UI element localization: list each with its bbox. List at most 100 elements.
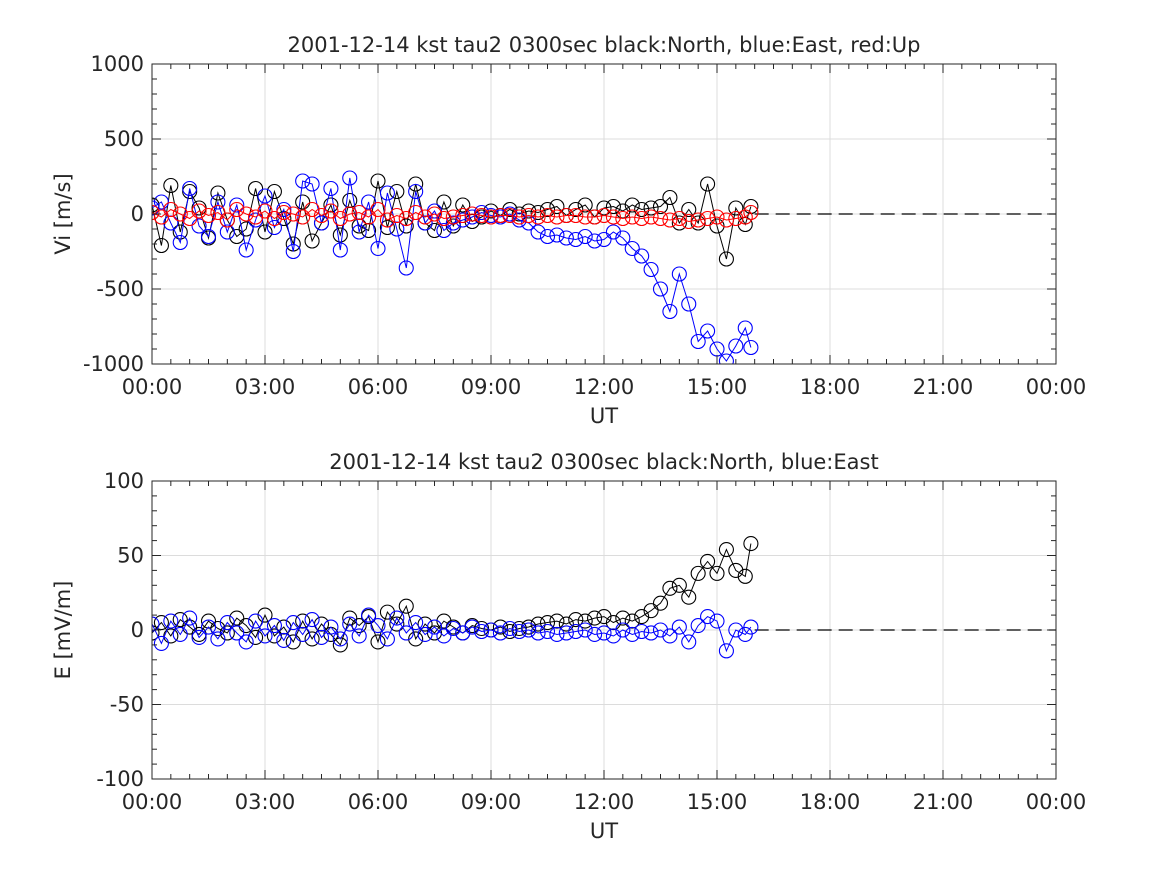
data-point-east [361,607,377,623]
data-point-east [153,635,169,651]
data-point-north [511,206,527,222]
data-point-east [511,212,527,228]
series-east [152,170,759,364]
data-point-north [605,614,621,631]
data-point-north [558,616,574,632]
data-point-up [426,206,443,222]
data-point-east [549,227,565,243]
x-axis-label: UT [590,404,618,428]
data-point-north [182,183,198,200]
data-point-up [587,209,603,225]
data-point-north [577,613,593,629]
data-point-east [229,197,245,213]
data-point-east [483,622,499,638]
x-tick-label: 00:00 [122,790,183,814]
data-point-east [295,173,311,189]
data-point-east [191,218,207,234]
data-point-east [238,242,254,258]
data-point-up [643,209,659,225]
data-point-north [539,614,556,631]
x-tick-label: 12:00 [574,790,635,814]
chart-title: 2001-12-14 kst tau2 0300sec black:North,… [329,450,878,474]
data-point-north [718,541,734,558]
data-point-north [502,201,518,218]
data-point-north [370,634,386,650]
x-tick-label: 21:00 [913,790,974,814]
x-tick-label: 18:00 [800,790,861,814]
data-point-north [219,625,235,641]
data-point-up [511,209,527,225]
x-tick-label: 03:00 [235,375,296,399]
data-point-east [266,617,282,634]
data-point-north [200,613,217,629]
data-point-east [568,231,584,248]
data-point-north [596,609,612,625]
data-point-east [445,215,461,231]
data-point-up [408,204,424,221]
data-point-east [426,619,443,635]
data-point-up [445,209,461,225]
data-point-north [417,616,433,632]
data-point-up [436,210,452,227]
data-point-up [323,203,339,219]
data-point-east [743,619,759,635]
data-point-east [549,626,565,643]
data-point-east [615,230,631,246]
data-point-up [257,203,273,219]
data-point-up [266,210,282,227]
data-point-east [502,620,518,637]
data-point-east [219,224,235,240]
data-point-east [587,233,603,249]
data-point-up [568,207,584,224]
data-point-east [210,194,226,210]
data-point-east [351,628,367,644]
data-point-up [370,201,386,218]
data-point-east [182,610,198,626]
x-tick-label: 00:00 [1026,790,1087,814]
data-point-east [530,625,546,641]
data-point-east [152,616,160,632]
data-point-north [248,180,264,197]
data-point-east [379,631,395,647]
data-point-east [681,634,697,650]
data-point-north [426,222,443,239]
x-tick-label: 09:00 [461,790,522,814]
data-point-up [152,204,160,221]
series-line-north [152,180,752,260]
data-point-north [492,619,508,635]
x-tick-label: 06:00 [348,375,409,399]
data-point-north [389,616,405,632]
data-point-east [276,632,292,648]
data-point-up [389,207,405,224]
series-east [152,607,759,659]
data-point-east [474,623,490,640]
chart-title: 2001-12-14 kst tau2 0300sec black:North,… [288,33,921,57]
data-point-east [652,281,669,297]
data-point-north [671,577,687,593]
data-point-east [408,614,424,631]
data-point-up [492,207,508,224]
x-tick-label: 00:00 [122,375,183,399]
data-point-north [530,616,546,632]
data-point-north [737,568,753,584]
data-point-up [351,204,367,221]
data-point-north [323,197,339,213]
data-point-north [153,237,169,254]
data-point-north [539,201,556,218]
data-point-east [737,320,753,336]
data-point-up [718,212,734,228]
data-point-up [652,210,669,227]
data-point-up [163,201,179,218]
data-point-east [200,619,217,635]
x-tick-label: 00:00 [1026,375,1087,399]
data-point-north [257,607,273,623]
data-point-east [671,619,687,635]
data-point-north [389,183,405,200]
data-point-east [681,296,697,312]
data-point-east [728,338,744,354]
data-point-north [295,613,311,629]
data-point-up [502,207,518,224]
data-point-east [200,228,217,245]
data-point-east [643,261,659,278]
data-point-north [210,620,226,637]
